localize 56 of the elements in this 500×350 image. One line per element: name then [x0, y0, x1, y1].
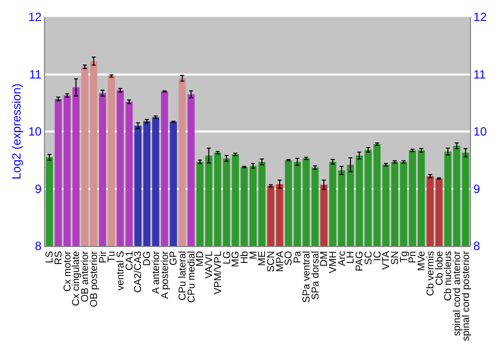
y2-tick-label: 12 [473, 10, 488, 24]
y2-tick-label: 11 [473, 67, 486, 82]
x-tick-label: DM [319, 251, 330, 267]
x-tick-label: SCN [266, 251, 278, 272]
y-tick-label: 9 [34, 182, 42, 196]
x-tick-label: PAG [354, 250, 366, 272]
x-tick-label: Pir [98, 250, 109, 264]
y-tick-label: 11 [29, 67, 42, 82]
x-tick-label: CPu lateral [177, 251, 188, 300]
x-tick-label: Tg [398, 251, 410, 263]
y-tick-label: 12 [28, 10, 42, 24]
x-tick-label: spinal cord anterior [452, 250, 463, 336]
x-tick-label: Cb vermis [425, 251, 436, 296]
x-tick-label: Pa [292, 250, 304, 264]
x-tick-label: VTA [381, 250, 392, 270]
x-tick-label: Cb nucleus [443, 251, 454, 302]
x-tick-label: spinal cord posterior [460, 250, 472, 342]
x-tick-label: ME [257, 250, 268, 266]
x-tick-label: ventral S [116, 250, 127, 290]
x-tick-label: Hb [239, 250, 250, 264]
x-tick-label: OB anterior [80, 250, 92, 302]
y-axis-title: Log2 (expression) [10, 83, 24, 180]
x-tick-label: Cb lobe [434, 250, 446, 286]
x-tick-label: M [248, 251, 260, 260]
x-tick-label: Cx motor [62, 250, 74, 292]
x-tick-label: CA2/CA3 [133, 250, 144, 293]
x-tick-label: SPa ventral [301, 251, 312, 303]
x-tick-label: SPa dorsal [310, 251, 322, 300]
x-tick-label: LG [222, 250, 233, 264]
x-tick-label: SN [390, 251, 401, 265]
x-tick-label: SO [284, 250, 295, 266]
x-tick-label: IC [372, 251, 384, 261]
x-tick-label: LS [44, 250, 56, 264]
x-tick-label: CPu medial [186, 251, 198, 303]
x-tick-label: VPM/VPL [212, 250, 224, 294]
x-tick-label: SC [363, 251, 374, 265]
x-tick-label: RS [54, 250, 65, 265]
x-tick-label: MPA [274, 250, 286, 272]
y-tick-label: 10 [28, 124, 42, 139]
x-tick-label: Pn [408, 251, 419, 264]
y2-tick-label: 8 [473, 239, 480, 254]
x-tick-label: Arc [336, 251, 348, 266]
x-tick-label: A anterior [150, 250, 162, 294]
x-tick-label: GP [168, 250, 180, 266]
x-tick-label: A posterior [160, 250, 171, 299]
x-tick-label: Cx cingulate [71, 250, 82, 306]
x-tick-label: MVe [416, 250, 428, 272]
x-tick-label: DG [142, 250, 154, 266]
y-tick-label: 8 [34, 239, 42, 254]
y2-tick-label: 9 [473, 182, 480, 196]
x-tick-label: CA1 [124, 250, 136, 270]
y2-tick-label: 10 [473, 124, 488, 139]
x-tick-label: VMH [328, 251, 340, 274]
x-tick-label: Tu [106, 251, 118, 262]
x-tick-label: LH [346, 251, 357, 264]
x-tick-label: OB posterior [88, 250, 100, 308]
